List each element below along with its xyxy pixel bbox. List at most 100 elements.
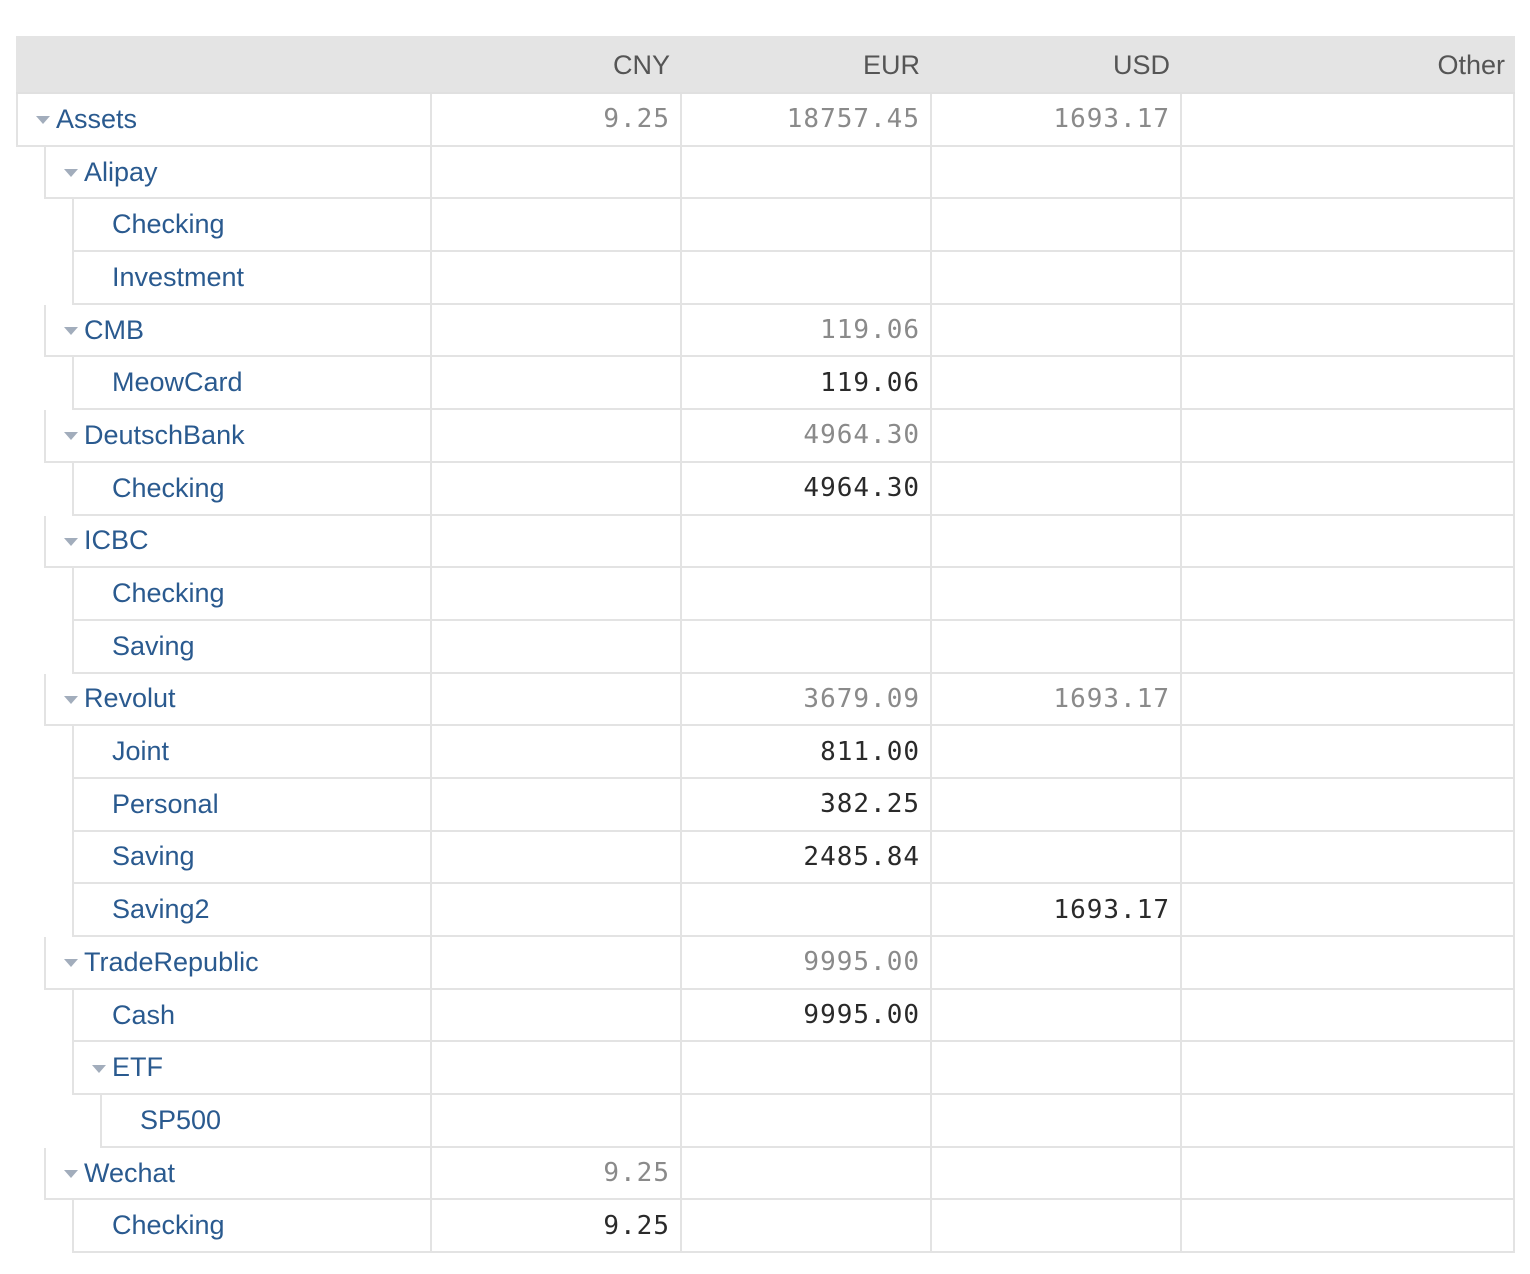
balance-cell-other [1180,1095,1515,1148]
balance-cell-other [1180,726,1515,779]
table-row[interactable]: Personal 382.25 [16,778,1515,832]
balance-cell-eur [680,568,930,621]
header-account [16,36,430,92]
account-link[interactable]: MeowCard [112,367,243,398]
table-row[interactable]: Alipay [16,146,1515,200]
account-link[interactable]: ICBC [84,525,149,556]
account-link[interactable]: Saving2 [112,894,210,925]
balance-cell-eur [680,1200,930,1254]
account-link[interactable]: Saving [112,630,195,661]
account-name-cell: Assets [16,94,430,147]
collapse-triangle-icon[interactable] [36,116,50,125]
table-row[interactable]: Assets 9.25 18757.45 1693.17 [16,94,1515,147]
balance-cell-cny [430,673,680,727]
balance-cell-other [1180,778,1515,832]
balance-cell-other [1180,515,1515,569]
header-usd[interactable]: USD [1112,50,1170,80]
table-row[interactable]: DeutschBank 4964.30 [16,410,1515,463]
header-cny[interactable]: CNY [612,50,670,80]
account-link[interactable]: Cash [112,999,176,1030]
collapse-triangle-icon[interactable] [64,695,78,704]
account-link[interactable]: Checking [112,1210,225,1241]
account-link[interactable]: Checking [112,472,225,503]
table-row[interactable]: Cash 9995.00 [16,989,1515,1043]
table-row[interactable]: Saving2 1693.17 [16,884,1515,937]
account-link[interactable]: Assets [56,103,138,134]
balance-cell-usd [930,1200,1180,1254]
collapse-triangle-icon[interactable] [64,1170,78,1179]
account-tree-table: CNY EUR USD Other Assets 9.25 18757.45 1693… [16,36,1515,1254]
collapse-triangle-icon[interactable] [64,169,78,178]
balance-cell-usd [930,568,1180,621]
account-link[interactable]: Joint [112,736,170,767]
collapse-triangle-icon[interactable] [92,1064,106,1073]
balance-cell-cny: 9.25 [430,1147,680,1201]
account-name-cell: Checking [72,568,430,621]
balance-cell-usd: 1693.17 [930,884,1180,937]
collapse-triangle-icon[interactable] [64,959,78,968]
account-link[interactable]: Investment [112,261,245,292]
account-link[interactable]: CMB [84,314,144,345]
account-name-cell: Investment [72,252,430,305]
account-name-cell: CMB [44,304,430,358]
header-eur[interactable]: EUR [862,50,920,80]
table-row[interactable]: SP500 [16,1095,1515,1148]
balance-cell-eur: 3679.09 [680,673,930,727]
table-row[interactable]: Joint 811.00 [16,726,1515,779]
account-name-cell: Checking [72,1200,430,1254]
account-link[interactable]: DeutschBank [84,419,245,450]
balance-cell-other [1180,252,1515,305]
account-link[interactable]: Revolut [84,683,176,714]
table-row[interactable]: MeowCard 119.06 [16,357,1515,411]
balance-cell-other [1180,1042,1515,1096]
account-name-cell: Cash [72,989,430,1043]
balance-cell-other [1180,304,1515,358]
balance-cell-usd [930,410,1180,463]
header-other[interactable]: Other [1437,50,1505,80]
collapse-triangle-icon[interactable] [64,537,78,546]
table-row[interactable]: ICBC [16,515,1515,569]
balance-cell-eur: 382.25 [680,778,930,832]
table-row[interactable]: ETF [16,1042,1515,1096]
balance-cell-eur [680,884,930,937]
account-link[interactable]: Personal [112,788,219,819]
balance-cell-usd: 1693.17 [930,94,1180,147]
balance-cell-usd [930,620,1180,674]
balance-cell-eur: 2485.84 [680,831,930,885]
account-link[interactable]: ETF [112,1052,163,1083]
balance-cell-usd [930,937,1180,990]
balance-cell-cny [430,304,680,358]
table-row[interactable]: TradeRepublic 9995.00 [16,937,1515,990]
table-row[interactable]: Checking 4964.30 [16,462,1515,516]
balance-cell-other [1180,568,1515,621]
balance-cell-eur [680,252,930,305]
collapse-triangle-icon[interactable] [64,432,78,441]
table-row[interactable]: Investment [16,252,1515,305]
account-link[interactable]: TradeRepublic [84,946,259,977]
account-link[interactable]: SP500 [140,1104,222,1135]
table-row[interactable]: Saving 2485.84 [16,831,1515,885]
account-name-cell: SP500 [100,1095,430,1148]
table-row[interactable]: Saving [16,620,1515,674]
balance-cell-other [1180,620,1515,674]
account-name-cell: Saving [72,620,430,674]
table-row[interactable]: CMB 119.06 [16,304,1515,358]
balance-cell-eur [680,1095,930,1148]
balance-cell-other [1180,410,1515,463]
account-link[interactable]: Saving [112,841,195,872]
balance-cell-eur: 18757.45 [680,94,930,147]
table-row[interactable]: Wechat 9.25 [16,1147,1515,1201]
account-link[interactable]: Wechat [84,1157,176,1188]
account-link[interactable]: Checking [112,209,225,240]
account-link[interactable]: Checking [112,578,225,609]
collapse-triangle-icon[interactable] [64,327,78,336]
balance-cell-eur: 811.00 [680,726,930,779]
table-row[interactable]: Checking [16,199,1515,253]
balance-cell-cny [430,515,680,569]
table-row[interactable]: Checking [16,568,1515,621]
balance-cell-cny: 9.25 [430,1200,680,1254]
account-link[interactable]: Alipay [84,156,158,187]
table-body: Assets 9.25 18757.45 1693.17 Alipay Checking I… [16,94,1515,1254]
table-row[interactable]: Revolut 3679.09 1693.17 [16,673,1515,727]
table-row[interactable]: Checking 9.25 [16,1200,1515,1254]
